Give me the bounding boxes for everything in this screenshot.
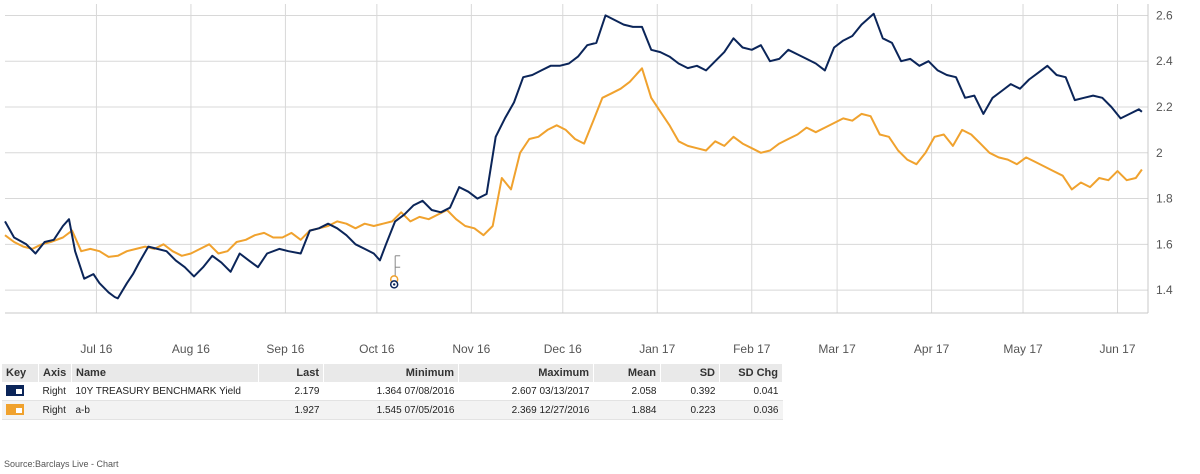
maximum-cell: 2.369 12/27/2016 bbox=[458, 400, 594, 420]
axis-cell: Right bbox=[38, 382, 72, 401]
y-tick-label: 2 bbox=[1156, 146, 1163, 160]
series-color-swatch bbox=[6, 385, 24, 397]
series-color-swatch bbox=[6, 404, 24, 416]
minimum-cell: 1.364 07/08/2016 bbox=[323, 382, 459, 401]
header-minimum: Minimum bbox=[323, 364, 459, 382]
header-name: Name bbox=[71, 364, 259, 382]
axis-cell: Right bbox=[38, 400, 72, 420]
source-note: Source:Barclays Live - Chart bbox=[4, 459, 119, 469]
mean-cell: 2.058 bbox=[593, 382, 661, 401]
header-sd-chg: SD Chg bbox=[719, 364, 783, 382]
axis-labels: Jul 16 Aug 16 Sep 16 Oct 16 Nov 16 Dec 16 Jan … bbox=[80, 8, 1173, 356]
event-marker[interactable] bbox=[389, 255, 401, 289]
x-tick-label: Sep 16 bbox=[266, 342, 304, 356]
x-tick-label: Aug 16 bbox=[172, 342, 210, 356]
x-tick-label: Mar 17 bbox=[818, 342, 856, 356]
series-lines[interactable] bbox=[4, 12, 1143, 300]
header-axis: Axis bbox=[38, 364, 72, 382]
grid-lines bbox=[5, 4, 1149, 314]
name-cell: a-b bbox=[71, 400, 259, 420]
last-cell: 1.927 bbox=[258, 400, 324, 420]
last-cell: 2.179 bbox=[258, 382, 324, 401]
line-chart: Jul 16 Aug 16 Sep 16 Oct 16 Nov 16 Dec 16 Jan … bbox=[4, 4, 1173, 356]
key-swatch-cell bbox=[2, 382, 39, 401]
statistics-table: Key Axis Name Last Minimum Maximum Mean … bbox=[2, 364, 783, 420]
y-tick-label: 1.8 bbox=[1156, 192, 1173, 206]
y-tick-label: 2.2 bbox=[1156, 100, 1173, 114]
y-tick-label: 2.4 bbox=[1156, 54, 1173, 68]
x-tick-label: Dec 16 bbox=[544, 342, 582, 356]
y-tick-label: 2.6 bbox=[1156, 8, 1173, 22]
x-tick-label: Feb 17 bbox=[733, 342, 771, 356]
name-cell: 10Y TREASURY BENCHMARK Yield bbox=[71, 382, 259, 401]
minimum-cell: 1.545 07/05/2016 bbox=[323, 400, 459, 420]
sd-chg-cell: 0.041 bbox=[719, 382, 783, 401]
header-mean: Mean bbox=[593, 364, 661, 382]
sd-cell: 0.223 bbox=[660, 400, 720, 420]
table-row[interactable]: Right a-b 1.927 1.545 07/05/2016 2.369 1… bbox=[2, 400, 783, 420]
y-tick-label: 1.4 bbox=[1156, 283, 1173, 297]
header-maximum: Maximum bbox=[458, 364, 594, 382]
x-tick-label: Jan 17 bbox=[639, 342, 675, 356]
series-line-a-b[interactable] bbox=[4, 67, 1143, 258]
table-row[interactable]: Right 10Y TREASURY BENCHMARK Yield 2.179… bbox=[2, 382, 783, 401]
mean-cell: 1.884 bbox=[593, 400, 661, 420]
marker-dot bbox=[392, 283, 396, 286]
y-tick-label: 1.6 bbox=[1156, 237, 1173, 251]
header-last: Last bbox=[258, 364, 324, 382]
sd-chg-cell: 0.036 bbox=[719, 400, 783, 420]
header-sd: SD bbox=[660, 364, 720, 382]
x-tick-label: Apr 17 bbox=[914, 342, 950, 356]
maximum-cell: 2.607 03/13/2017 bbox=[458, 382, 594, 401]
header-key: Key bbox=[2, 364, 39, 382]
sd-cell: 0.392 bbox=[660, 382, 720, 401]
x-tick-label: May 17 bbox=[1003, 342, 1043, 356]
x-tick-label: Oct 16 bbox=[359, 342, 395, 356]
x-tick-label: Nov 16 bbox=[452, 342, 490, 356]
x-tick-label: Jun 17 bbox=[1100, 342, 1136, 356]
table-header-row: Key Axis Name Last Minimum Maximum Mean … bbox=[2, 364, 783, 382]
key-swatch-cell bbox=[2, 400, 39, 420]
series-line-10y-treasury[interactable] bbox=[4, 12, 1143, 300]
x-tick-label: Jul 16 bbox=[80, 342, 112, 356]
